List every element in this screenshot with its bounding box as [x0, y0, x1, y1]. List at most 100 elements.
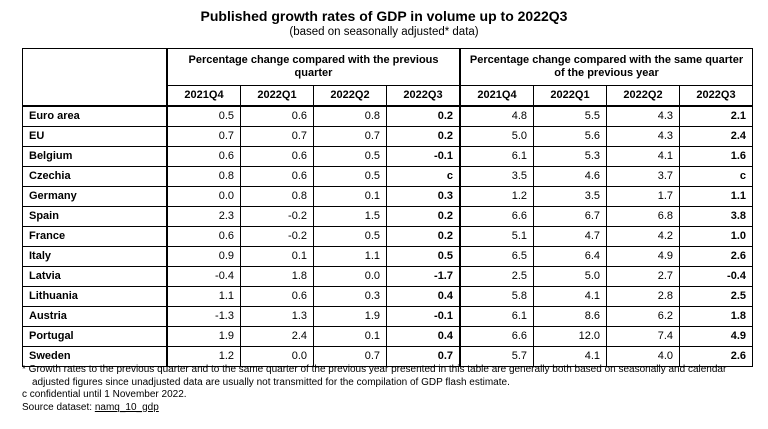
value-cell: 0.0 — [240, 346, 314, 367]
value-cell: 2.4 — [679, 126, 753, 147]
table-row: Spain 2.3 -0.2 1.5 0.2 6.6 6.7 6.8 3.8 — [22, 206, 753, 227]
country-cell: France — [22, 226, 168, 247]
value-cell: 0.5 — [166, 105, 241, 127]
value-cell: 0.0 — [166, 186, 241, 207]
quarter-header: 2022Q3 — [679, 85, 753, 107]
value-cell: 0.1 — [240, 246, 314, 267]
confidential-note: c confidential until 1 November 2022. — [22, 389, 187, 400]
country-cell: Lithuania — [22, 286, 168, 307]
value-cell: c — [679, 166, 753, 187]
value-cell: 0.2 — [386, 226, 461, 247]
value-cell: 0.3 — [313, 286, 387, 307]
value-cell: 1.8 — [240, 266, 314, 287]
country-cell: Czechia — [22, 166, 168, 187]
value-cell: 0.6 — [166, 146, 241, 167]
value-cell: 3.5 — [533, 186, 607, 207]
value-cell: 4.9 — [606, 246, 680, 267]
value-cell: 5.1 — [459, 226, 534, 247]
value-cell: 4.6 — [533, 166, 607, 187]
table-row: Belgium 0.6 0.6 0.5 -0.1 6.1 5.3 4.1 1.6 — [22, 146, 753, 167]
value-cell: 4.8 — [459, 105, 534, 127]
table-row: Euro area 0.5 0.6 0.8 0.2 4.8 5.5 4.3 2.1 — [22, 105, 753, 127]
value-cell: 1.0 — [679, 226, 753, 247]
value-cell: 0.7 — [313, 346, 387, 367]
value-cell: 0.2 — [386, 105, 461, 127]
value-cell: 0.2 — [386, 126, 461, 147]
value-cell: 0.1 — [313, 186, 387, 207]
value-cell: 0.6 — [240, 166, 314, 187]
value-cell: 5.3 — [533, 146, 607, 167]
quarter-header: 2022Q2 — [313, 85, 387, 107]
footnote-text: * Growth rates to the previous quarter a… — [22, 364, 727, 388]
value-cell: -0.4 — [679, 266, 753, 287]
value-cell: 4.1 — [606, 146, 680, 167]
value-cell: 2.4 — [240, 326, 314, 347]
value-cell: 0.8 — [240, 186, 314, 207]
value-cell: -0.2 — [240, 206, 314, 227]
quarter-header: 2022Q3 — [386, 85, 461, 107]
country-cell: Spain — [22, 206, 168, 227]
quarter-header: 2022Q1 — [240, 85, 314, 107]
value-cell: 4.7 — [533, 226, 607, 247]
value-cell: 8.6 — [533, 306, 607, 327]
value-cell: 5.0 — [533, 266, 607, 287]
value-cell: 6.2 — [606, 306, 680, 327]
value-cell: 2.1 — [679, 105, 753, 127]
value-cell: 1.1 — [166, 286, 241, 307]
value-cell: 4.2 — [606, 226, 680, 247]
value-cell: 4.1 — [533, 346, 607, 367]
value-cell: -0.1 — [386, 306, 461, 327]
value-cell: 0.1 — [313, 326, 387, 347]
value-cell: 3.5 — [459, 166, 534, 187]
value-cell: 6.4 — [533, 246, 607, 267]
header-blank-cell — [22, 48, 168, 86]
value-cell: 6.7 — [533, 206, 607, 227]
group-header-previous-quarter: Percentage change compared with the prev… — [166, 48, 461, 86]
quarter-header: 2021Q4 — [166, 85, 241, 107]
page-subtitle: (based on seasonally adjusted* data) — [289, 26, 479, 38]
table-row: EU 0.7 0.7 0.7 0.2 5.0 5.6 4.3 2.4 — [22, 126, 753, 147]
value-cell: 0.7 — [166, 126, 241, 147]
value-cell: -0.2 — [240, 226, 314, 247]
value-cell: 0.0 — [313, 266, 387, 287]
table-row: Latvia -0.4 1.8 0.0 -1.7 2.5 5.0 2.7 -0.4 — [22, 266, 753, 287]
value-cell: 0.5 — [313, 146, 387, 167]
value-cell: 0.4 — [386, 286, 461, 307]
value-cell: 6.6 — [459, 206, 534, 227]
value-cell: 3.8 — [679, 206, 753, 227]
value-cell: 12.0 — [533, 326, 607, 347]
value-cell: -0.4 — [166, 266, 241, 287]
value-cell: 1.2 — [459, 186, 534, 207]
value-cell: 0.6 — [240, 105, 314, 127]
value-cell: 0.5 — [313, 166, 387, 187]
value-cell: 4.3 — [606, 105, 680, 127]
value-cell: 1.7 — [606, 186, 680, 207]
value-cell: 0.7 — [386, 346, 461, 367]
quarter-header-row: 2021Q4 2022Q1 2022Q2 2022Q3 2021Q4 2022Q1 2022… — [22, 85, 753, 107]
source-dataset-link[interactable]: namq_10_gdp — [94, 401, 159, 413]
value-cell: 2.5 — [459, 266, 534, 287]
table-row: Italy 0.9 0.1 1.1 0.5 6.5 6.4 4.9 2.6 — [22, 246, 753, 267]
value-cell: 0.7 — [240, 126, 314, 147]
value-cell: 4.1 — [533, 286, 607, 307]
country-cell: EU — [22, 126, 168, 147]
value-cell: 5.8 — [459, 286, 534, 307]
value-cell: 0.7 — [313, 126, 387, 147]
value-cell: 1.8 — [679, 306, 753, 327]
value-cell: 0.8 — [166, 166, 241, 187]
value-cell: 6.6 — [459, 326, 534, 347]
value-cell: 5.0 — [459, 126, 534, 147]
value-cell: 2.6 — [679, 346, 753, 367]
value-cell: 0.6 — [240, 286, 314, 307]
table-body: Euro area 0.5 0.6 0.8 0.2 4.8 5.5 4.3 2.1 EU 0.7 0.… — [22, 105, 753, 367]
value-cell: 0.2 — [386, 206, 461, 227]
value-cell: 0.8 — [313, 105, 387, 127]
value-cell: 2.8 — [606, 286, 680, 307]
value-cell: 6.8 — [606, 206, 680, 227]
value-cell: -1.3 — [166, 306, 241, 327]
value-cell: 6.1 — [459, 306, 534, 327]
value-cell: 5.7 — [459, 346, 534, 367]
country-cell: Sweden — [22, 346, 168, 367]
country-cell: Belgium — [22, 146, 168, 167]
value-cell: 5.6 — [533, 126, 607, 147]
